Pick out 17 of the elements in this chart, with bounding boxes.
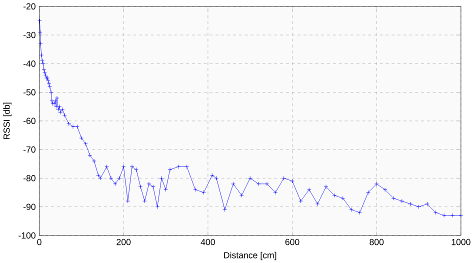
y-tick-label: -30 (23, 32, 36, 38)
y-tick-label: -50 (23, 88, 36, 96)
x-tick-label: 600 (285, 238, 300, 245)
y-tick-label: -100 (18, 232, 36, 238)
x-tick-label: 800 (370, 238, 384, 245)
y-axis-title: RSSI [db] (3, 102, 12, 139)
y-tick-label: -40 (23, 60, 36, 67)
x-tick-label: 1000 (452, 238, 470, 245)
y-tick-label: -60 (23, 118, 36, 124)
y-tick-label: -80 (23, 174, 36, 182)
x-tick-label: 0 (37, 238, 42, 245)
y-tick-label: -20 (23, 3, 36, 10)
x-axis-title: Distance [cm] (224, 252, 276, 260)
x-tick-label: 400 (200, 238, 215, 245)
y-tick-label: -70 (23, 146, 36, 153)
x-tick-label: 200 (116, 238, 131, 245)
y-tick-label: -90 (23, 204, 36, 210)
